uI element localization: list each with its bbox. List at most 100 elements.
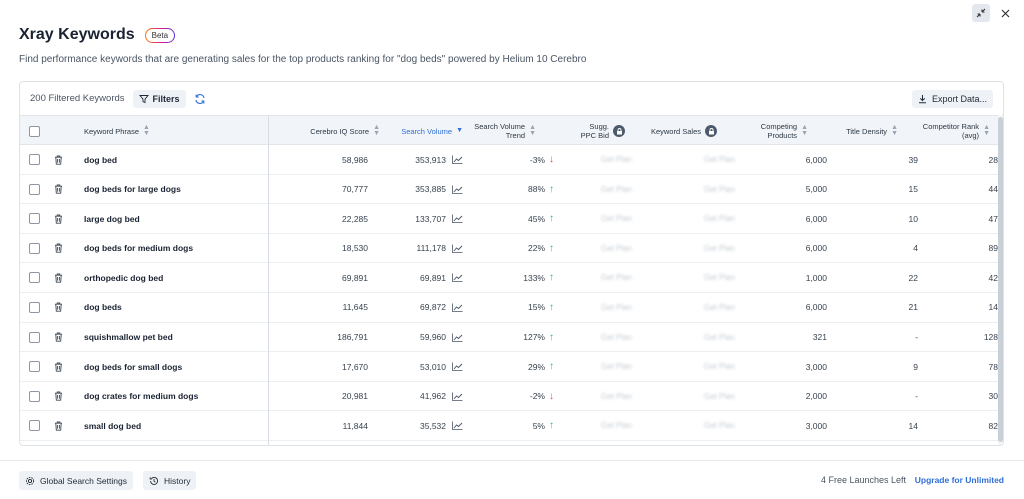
keyword-phrase[interactable]: squishmallow pet bed xyxy=(84,332,173,343)
sv-trend-value: 29% xyxy=(527,361,545,372)
trend-chart-icon[interactable] xyxy=(452,244,463,253)
title-density: 14 xyxy=(908,420,918,431)
window-controls xyxy=(972,4,1014,22)
th-competitor-rank[interactable]: Competitor Rank (avg) ▲ ▼ xyxy=(910,116,990,146)
refresh-icon[interactable] xyxy=(194,93,206,105)
th-keyword-sales[interactable]: Keyword Sales xyxy=(630,116,717,146)
th-ppc-bid[interactable]: Sugg. PPC Bid xyxy=(560,116,625,146)
close-icon[interactable] xyxy=(996,4,1014,22)
upgrade-link[interactable]: Upgrade for Unlimited xyxy=(914,475,1004,485)
ppc-bid-locked: Get Plan xyxy=(600,391,632,401)
lock-icon xyxy=(705,125,717,137)
trash-icon[interactable] xyxy=(54,263,63,292)
th-keyword-sales-label: Keyword Sales xyxy=(650,126,701,136)
keyword-sales-locked: Get Plan xyxy=(703,421,735,431)
trash-icon[interactable] xyxy=(54,293,63,322)
keyword-phrase[interactable]: small dog bed xyxy=(84,420,142,431)
competitor-rank: 128 xyxy=(983,332,998,343)
trend-chart-icon[interactable] xyxy=(452,421,463,431)
th-comp-rank-label-2: (avg) xyxy=(961,131,980,140)
sort-icon: ▲ ▼ xyxy=(373,124,380,137)
keyword-phrase[interactable]: dog beds for large dogs xyxy=(84,184,181,195)
sort-desc-icon: ▼ xyxy=(456,127,463,134)
th-keyword-phrase[interactable]: Keyword Phrase ▲ ▼ xyxy=(84,116,150,146)
filtered-count: 200 Filtered Keywords xyxy=(30,93,125,104)
trend-chart-icon[interactable] xyxy=(452,155,463,164)
trend-chart-icon[interactable] xyxy=(452,185,463,194)
row-checkbox[interactable] xyxy=(29,242,40,254)
trash-icon[interactable] xyxy=(54,352,63,381)
scrollbar-thumb[interactable] xyxy=(998,117,1003,442)
cerebro-iq-score: 70,777 xyxy=(342,184,368,195)
competitor-rank: 47 xyxy=(988,213,998,224)
search-volume-cell: 111,178 xyxy=(370,234,463,263)
trash-icon[interactable] xyxy=(54,323,63,352)
title-density: 39 xyxy=(908,154,918,165)
th-search-volume[interactable]: Search Volume ▼ xyxy=(370,116,463,146)
trash-icon[interactable] xyxy=(54,175,63,204)
competing-products: 5,000 xyxy=(805,184,827,195)
competing-products: 6,000 xyxy=(805,302,827,313)
keyword-phrase[interactable]: dog bed xyxy=(84,154,118,165)
collapse-icon[interactable] xyxy=(972,4,990,22)
keyword-phrase[interactable]: dog beds xyxy=(84,302,122,313)
sv-trend-cell: 15% ↑ xyxy=(463,293,554,322)
competing-products: 6,000 xyxy=(805,154,827,165)
competitor-rank: 44 xyxy=(988,184,998,195)
filters-button[interactable]: Filters xyxy=(132,89,186,108)
sv-trend-value: 22% xyxy=(527,243,545,254)
row-checkbox[interactable] xyxy=(29,154,40,165)
th-comp-rank-label-1: Competitor Rank xyxy=(922,122,980,131)
row-checkbox[interactable] xyxy=(29,390,40,402)
select-all-checkbox[interactable] xyxy=(29,125,40,137)
trend-chart-icon[interactable] xyxy=(452,362,463,372)
search-volume-cell: 69,891 xyxy=(370,263,463,292)
row-checkbox-cell xyxy=(29,323,40,352)
trash-icon[interactable] xyxy=(54,411,63,440)
sv-trend-cell: -3% ↓ xyxy=(463,145,554,174)
filters-label: Filters xyxy=(152,93,180,104)
global-search-settings-label: Global Search Settings xyxy=(40,475,127,486)
gear-icon xyxy=(25,476,35,485)
trend-chart-icon[interactable] xyxy=(452,214,463,224)
row-checkbox[interactable] xyxy=(29,272,40,284)
trash-icon[interactable] xyxy=(54,382,63,411)
th-sv-trend[interactable]: Search Volume Trend ▲ ▼ xyxy=(463,116,536,146)
trash-icon[interactable] xyxy=(54,204,63,233)
row-checkbox[interactable] xyxy=(29,183,40,195)
title-density: - xyxy=(915,391,918,402)
sv-trend-value: 133% xyxy=(523,272,545,283)
trash-icon[interactable] xyxy=(54,234,63,263)
keywords-table-panel: 200 Filtered Keywords Filters Export Dat… xyxy=(19,81,1004,446)
export-data-button[interactable]: Export Data... xyxy=(911,89,993,108)
row-checkbox[interactable] xyxy=(29,331,40,343)
arrow-up-icon: ↑ xyxy=(549,213,554,225)
trend-chart-icon[interactable] xyxy=(452,303,463,312)
history-button[interactable]: History xyxy=(143,471,197,490)
trend-chart-icon[interactable] xyxy=(452,273,463,283)
keyword-phrase[interactable]: large dog bed xyxy=(84,213,140,224)
keyword-phrase[interactable]: orthopedic dog bed xyxy=(84,272,164,283)
keyword-phrase[interactable]: dog crates for medium dogs xyxy=(84,391,199,402)
keyword-phrase[interactable]: dog beds for medium dogs xyxy=(84,243,194,254)
row-checkbox[interactable] xyxy=(29,420,40,432)
lock-icon xyxy=(613,125,625,137)
table-scrollbar[interactable] xyxy=(998,115,1003,445)
th-cerebro-iq[interactable]: Cerebro IQ Score ▲ ▼ xyxy=(278,116,380,146)
row-checkbox[interactable] xyxy=(29,361,40,373)
keyword-phrase[interactable]: dog beds for small dogs xyxy=(84,361,183,372)
ppc-bid-locked: Get Plan xyxy=(600,273,632,283)
search-volume-value: 35,532 xyxy=(420,420,446,431)
competitor-rank: 28 xyxy=(988,154,998,165)
table-row: large dog bed 22,285 133,707 45% ↑ Get P… xyxy=(20,204,1000,234)
page-subtitle: Find performance keywords that are gener… xyxy=(19,54,587,65)
row-checkbox[interactable] xyxy=(29,301,40,313)
th-competing-products[interactable]: Competing Products ▲ ▼ xyxy=(740,116,808,146)
trend-chart-icon[interactable] xyxy=(452,392,463,401)
th-title-density[interactable]: Title Density ▲ ▼ xyxy=(830,116,898,146)
th-title-density-label: Title Density xyxy=(846,126,888,136)
global-search-settings-button[interactable]: Global Search Settings xyxy=(19,471,133,490)
row-checkbox[interactable] xyxy=(29,213,40,225)
trend-chart-icon[interactable] xyxy=(452,333,463,342)
trash-icon[interactable] xyxy=(54,145,63,174)
